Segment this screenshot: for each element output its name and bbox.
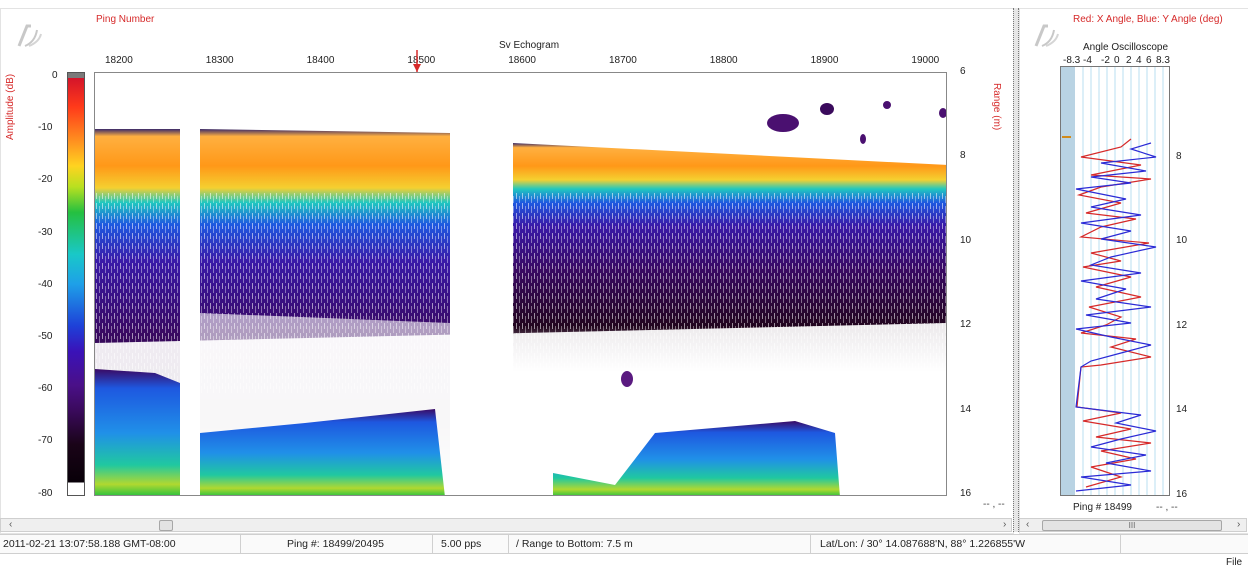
status-range-to-bottom: / Range to Bottom: 7.5 m: [516, 538, 633, 550]
range-axis-label-right: [1230, 80, 1240, 120]
echogram-x-tick-2: 18400: [306, 55, 335, 66]
range-tick-4: 14: [960, 403, 972, 415]
oscilloscope-range-tick-4: 16: [1176, 488, 1188, 500]
oscilloscope-range-tick-2: 12: [1176, 319, 1188, 331]
oscilloscope-x-tick-6: 6: [1146, 55, 1152, 66]
range-tick-3: 12: [960, 319, 972, 331]
oscilloscope-x-tick-2: -2: [1101, 55, 1110, 66]
amplitude-tick-6: -60: [38, 383, 53, 395]
oscilloscope-x-tick-3: 0: [1114, 55, 1120, 66]
range-tick-2: 10: [960, 234, 972, 246]
amplitude-tick-7: -70: [38, 435, 53, 447]
amplitude-tick-2: -20: [38, 174, 53, 186]
oscilloscope-range-tick-3: 14: [1176, 404, 1188, 416]
oscilloscope-range-tick-1: 10: [1176, 235, 1188, 247]
range-axis-label: Range (m): [991, 83, 1002, 131]
file-menu-label[interactable]: File: [1226, 557, 1243, 568]
oscilloscope-panel: [1019, 8, 1248, 534]
echogram-x-tick-7: 18900: [810, 55, 839, 66]
echogram-scroll-thumb[interactable]: [159, 520, 173, 531]
range-tick-0: 6: [960, 66, 966, 77]
panel-splitter[interactable]: [1013, 8, 1019, 532]
range-tick-5: 16: [960, 488, 972, 499]
oscilloscope-cursor-readout: -- , --: [1156, 502, 1178, 513]
scroll-left-icon[interactable]: ‹: [9, 519, 13, 530]
amplitude-tick-1: -10: [38, 122, 53, 134]
current-ping-marker[interactable]: [411, 50, 423, 74]
status-bar: 2011-02-21 13:07:58.188 GMT-08:00 Ping #…: [0, 534, 1248, 554]
echogram-x-tick-5: 18700: [609, 55, 637, 66]
oscilloscope-x-tick-5: 4: [1136, 55, 1142, 66]
oscilloscope-traces: [1061, 67, 1164, 495]
echogram-x-tick-3: 18500: [407, 55, 436, 66]
status-ping: Ping #: 18499/20495: [287, 538, 384, 550]
oscilloscope-scroll-thumb[interactable]: III: [1042, 520, 1222, 531]
amplitude-colorbar: [67, 72, 85, 496]
scroll-left-icon[interactable]: ‹: [1026, 519, 1030, 530]
echogram-x-tick-8: 19000: [911, 55, 940, 66]
oscilloscope-x-tick-4: 2: [1126, 55, 1132, 66]
ping-number-label: Ping Number: [96, 14, 155, 25]
echogram-x-tick-4: 18600: [508, 55, 536, 66]
amplitude-tick-4: -40: [38, 278, 53, 290]
echogram-horizontal-scrollbar[interactable]: ‹ ›: [0, 518, 1012, 532]
amplitude-tick-8: -80: [38, 487, 53, 499]
oscilloscope-title: Angle Oscilloscope: [1083, 42, 1169, 53]
echogram-x-tick-0: 18200: [105, 55, 133, 66]
oscilloscope-x-tick-7: 8.3: [1156, 55, 1170, 66]
echogram-x-tick-1: 18300: [205, 55, 234, 66]
echogram-image: [95, 101, 946, 495]
status-latlon: Lat/Lon: / 30° 14.087688'N, 88° 1.226855…: [820, 538, 1026, 550]
echogram-cursor-readout: -- , --: [983, 499, 1005, 510]
oscilloscope-range-tick-0: 8: [1176, 151, 1182, 162]
amplitude-tick-0: 0: [52, 70, 58, 81]
range-tick-1: 8: [960, 150, 966, 162]
echogram-title: Sv Echogram: [499, 40, 560, 51]
amplitude-tick-3: -30: [38, 226, 53, 238]
scroll-right-icon[interactable]: ›: [1237, 519, 1241, 530]
echogram-x-tick-6: 18800: [709, 55, 738, 66]
status-datetime: 2011-02-21 13:07:58.188 GMT-08:00: [3, 538, 176, 550]
sv-echogram-plot[interactable]: [94, 72, 947, 496]
amplitude-axis-label: Amplitude (dB): [5, 73, 16, 140]
app-logo-icon: [17, 24, 42, 47]
oscilloscope-x-tick-1: -4: [1083, 55, 1092, 66]
amplitude-tick-5: -50: [38, 331, 53, 342]
app-logo-icon: [1034, 24, 1059, 47]
oscilloscope-ping-label: Ping # 18499: [1073, 502, 1132, 513]
oscilloscope-horizontal-scrollbar[interactable]: ‹ III ›: [1019, 518, 1247, 532]
status-ping-rate: 5.00 pps: [441, 538, 482, 550]
angle-oscilloscope-plot[interactable]: [1060, 66, 1170, 496]
scroll-right-icon[interactable]: ›: [1003, 519, 1007, 530]
angle-legend-label: Red: X Angle, Blue: Y Angle (deg): [1073, 14, 1223, 25]
oscilloscope-x-tick-0: -8.3: [1063, 55, 1081, 66]
